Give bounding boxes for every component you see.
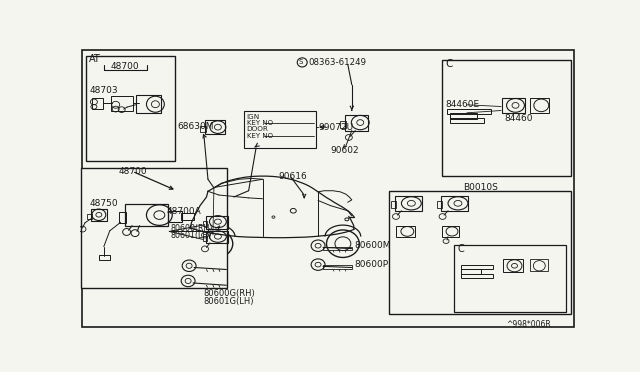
Bar — [99, 256, 110, 260]
Bar — [449, 118, 484, 123]
Text: 84460: 84460 — [504, 114, 532, 123]
Bar — [207, 231, 228, 243]
Bar — [207, 216, 228, 228]
Text: 90602: 90602 — [330, 146, 359, 155]
Bar — [168, 211, 182, 222]
Bar — [392, 201, 396, 208]
Bar — [346, 115, 368, 131]
Bar — [502, 97, 525, 113]
Text: 48700A: 48700A — [167, 207, 202, 216]
Bar — [454, 245, 566, 312]
Bar — [461, 269, 481, 274]
Bar — [396, 226, 415, 237]
Text: C: C — [458, 244, 465, 254]
Bar — [531, 97, 549, 113]
Bar — [111, 96, 133, 111]
Ellipse shape — [335, 237, 351, 251]
Bar — [200, 126, 206, 132]
Bar — [203, 236, 207, 241]
Bar — [461, 265, 493, 269]
Bar — [502, 259, 524, 272]
Bar — [340, 121, 346, 128]
Bar — [461, 274, 493, 278]
Bar — [205, 120, 225, 134]
Text: IGN: IGN — [246, 114, 260, 120]
Text: 99072U: 99072U — [318, 123, 353, 132]
Text: 84460E: 84460E — [445, 100, 479, 109]
Text: 80600P: 80600P — [355, 260, 388, 269]
Bar — [118, 212, 126, 223]
Text: 08363-61249: 08363-61249 — [308, 58, 366, 67]
Bar — [125, 204, 168, 226]
Text: DOOR: DOOR — [246, 126, 269, 132]
Bar — [203, 221, 207, 226]
Text: S: S — [298, 60, 303, 65]
Bar — [323, 247, 352, 250]
Bar — [449, 113, 477, 119]
Text: KEY NO: KEY NO — [246, 133, 273, 139]
Bar — [244, 110, 316, 148]
Text: 80600G(RH): 80600G(RH) — [203, 289, 255, 298]
Text: 80601G(LH): 80601G(LH) — [203, 297, 253, 307]
Ellipse shape — [209, 237, 225, 251]
Text: 90616: 90616 — [278, 173, 307, 182]
Bar — [447, 109, 491, 114]
Bar — [86, 56, 175, 161]
Bar — [136, 95, 161, 113]
Bar — [91, 209, 107, 221]
Text: 80600(RH): 80600(RH) — [170, 224, 212, 233]
Text: KEY NO: KEY NO — [246, 120, 273, 126]
Bar — [92, 97, 103, 109]
Text: 80600M: 80600M — [355, 241, 391, 250]
Bar — [181, 213, 193, 220]
Bar — [395, 196, 422, 211]
Text: C: C — [445, 59, 452, 69]
Text: AT: AT — [89, 54, 100, 64]
Bar — [323, 266, 352, 269]
Bar — [531, 260, 548, 271]
Text: 68630M: 68630M — [177, 122, 214, 131]
Bar — [388, 191, 571, 314]
Ellipse shape — [326, 230, 359, 257]
Bar — [441, 196, 468, 211]
Bar — [81, 169, 227, 288]
Ellipse shape — [200, 230, 233, 257]
Text: ^998*006R: ^998*006R — [507, 320, 551, 329]
Bar — [437, 201, 442, 208]
Text: 48700: 48700 — [118, 167, 147, 176]
Bar — [442, 226, 460, 237]
Bar — [442, 60, 571, 176]
Text: 48750: 48750 — [90, 199, 118, 208]
Text: 48700: 48700 — [111, 62, 140, 71]
Bar — [88, 214, 92, 219]
Text: 80601(LH): 80601(LH) — [170, 231, 212, 240]
Text: B0010S: B0010S — [463, 183, 498, 192]
Text: 48703: 48703 — [90, 86, 118, 95]
